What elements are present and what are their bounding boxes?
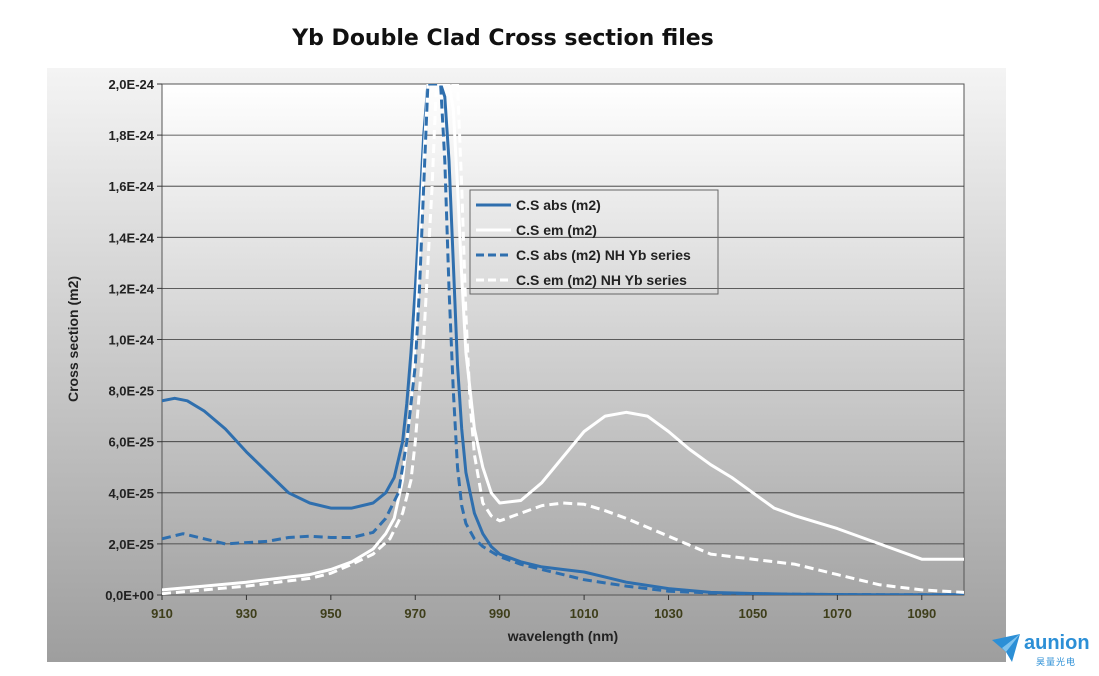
y-tick-label: 1,8E-24 bbox=[108, 128, 154, 143]
y-tick-label: 2,0E-24 bbox=[108, 77, 154, 92]
x-axis-ticks: 910 930 950 970 990 1010 1030 1050 1070 1090 bbox=[151, 595, 936, 621]
brand-subtitle: 昊量光电 bbox=[1036, 658, 1077, 668]
y-tick-label: 2,0E-25 bbox=[108, 537, 154, 552]
brand-name: aunion bbox=[1024, 632, 1090, 654]
y-tick-label: 1,2E-24 bbox=[108, 281, 154, 296]
grid-lines bbox=[162, 134, 964, 545]
series-lines bbox=[162, 84, 964, 595]
legend-label-3: C.S abs (m2) NH Yb series bbox=[516, 247, 691, 263]
y-tick-label: 0,0E+00 bbox=[105, 588, 154, 603]
y-axis-label: Cross section (m2) bbox=[65, 276, 81, 402]
legend: C.S abs (m2) C.S em (m2) C.S abs (m2) NH Y… bbox=[469, 189, 719, 295]
x-tick-label: 930 bbox=[236, 606, 258, 621]
y-tick-label: 1,4E-24 bbox=[108, 230, 154, 245]
y-tick-label: 1,6E-24 bbox=[108, 179, 154, 194]
x-tick-label: 970 bbox=[404, 606, 426, 621]
y-axis-ticks: 0,0E+00 2,0E-25 4,0E-25 6,0E-25 8,0E-25 1,0E-… bbox=[105, 77, 162, 603]
series-line-3 bbox=[162, 84, 964, 595]
y-tick-label: 6,0E-25 bbox=[108, 435, 154, 450]
y-tick-label: 8,0E-25 bbox=[108, 384, 154, 399]
brand-logo-icon bbox=[992, 634, 1020, 662]
x-tick-label: 1030 bbox=[654, 606, 683, 621]
x-tick-label: 1010 bbox=[570, 606, 599, 621]
chart-title: Yb Double Clad Cross section files bbox=[292, 26, 714, 51]
y-tick-label: 4,0E-25 bbox=[108, 486, 154, 501]
legend-box bbox=[469, 189, 719, 295]
series-line-4 bbox=[162, 84, 964, 595]
x-tick-label: 1050 bbox=[738, 606, 767, 621]
x-tick-label: 990 bbox=[489, 606, 511, 621]
x-tick-label: 950 bbox=[320, 606, 342, 621]
x-tick-label: 1070 bbox=[823, 606, 852, 621]
x-axis-label: wavelength (nm) bbox=[507, 628, 618, 644]
legend-label-4: C.S em (m2) NH Yb series bbox=[516, 272, 687, 288]
x-tick-label: 1090 bbox=[907, 606, 936, 621]
series-line-1 bbox=[162, 84, 964, 595]
legend-label-2: C.S em (m2) bbox=[516, 222, 597, 238]
x-tick-label: 910 bbox=[151, 606, 173, 621]
series-line-2 bbox=[162, 84, 964, 592]
y-tick-label: 1,0E-24 bbox=[108, 333, 154, 348]
legend-label-1: C.S abs (m2) bbox=[516, 197, 601, 213]
